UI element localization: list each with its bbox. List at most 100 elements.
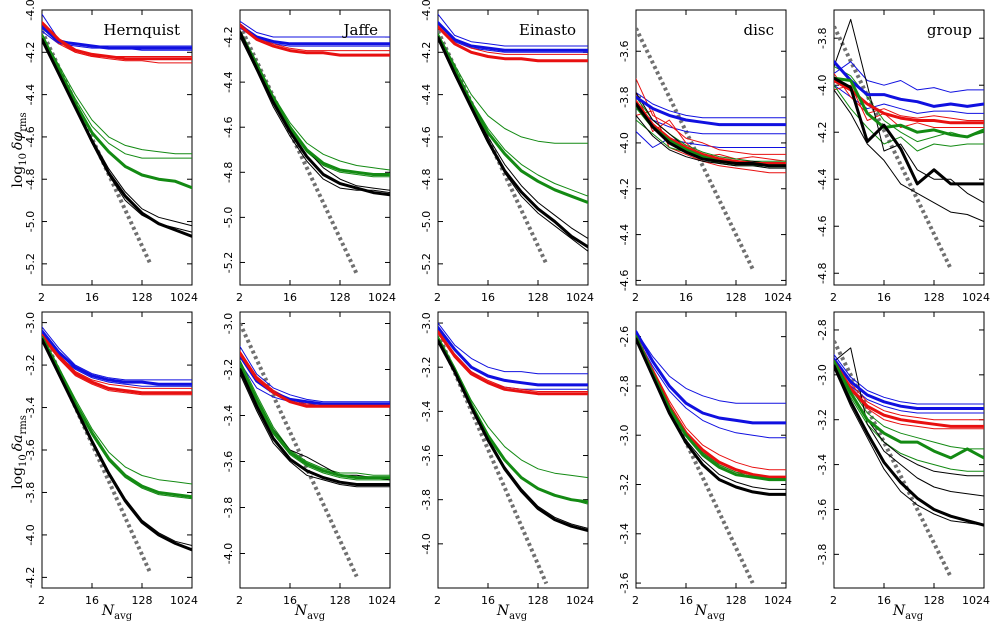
x-tick-label: 16: [283, 594, 297, 607]
reference-slope-line: [240, 24, 359, 275]
series-group: [438, 322, 588, 585]
x-tick-label: 128: [924, 291, 945, 304]
y-tick-label: -3.0: [24, 312, 37, 333]
y-tick-label: -3.0: [420, 312, 433, 333]
x-tick-label: 1024: [764, 291, 792, 304]
x-tick-label: 1024: [368, 291, 396, 304]
y-tick-label: -3.8: [222, 497, 235, 518]
x-tick-label: 2: [830, 594, 837, 607]
red-thin-series-line: [636, 92, 786, 162]
red-thin-series-line: [834, 363, 984, 430]
panel-title: Jaffe: [342, 21, 379, 39]
panel-4: -3.6 -3.8 -4.0 -4.2 -4.4 -4.62 16 128 1024 disc: [618, 9, 792, 304]
x-tick-label: 128: [132, 594, 153, 607]
black-thin-series-line: [438, 34, 588, 239]
x-tick-label: 2: [632, 594, 639, 607]
plot-frame: [833, 9, 985, 286]
y-tick-label: -4.4: [24, 84, 37, 105]
black-thick-series-line: [42, 338, 192, 552]
black-thick-series-line: [636, 337, 786, 496]
x-tick-label: 2: [830, 291, 837, 304]
y-tick-label: -4.2: [24, 42, 37, 63]
panel-6: -3.0 -3.2 -3.4 -3.6 -3.8 -4.0 -4.22 16 128 1024: [24, 311, 198, 607]
y-tick-label: -3.2: [24, 354, 37, 375]
red-thick-series-line: [834, 359, 984, 428]
blue-thick-series-line: [42, 329, 192, 386]
x-tick-label: 16: [679, 291, 693, 304]
reference-slope-line: [240, 322, 359, 578]
y-tick-label: -4.2: [816, 121, 829, 142]
black-thick-series-line: [240, 368, 390, 486]
y-tick-label: -4.8: [420, 168, 433, 189]
y-tick-label: -2.6: [618, 326, 631, 347]
black-thin-series-line: [834, 367, 984, 526]
black-thin-series-line: [834, 347, 984, 497]
green-thin-series-line: [42, 34, 192, 155]
panel-title: group: [927, 21, 972, 39]
x-tick-label: 2: [236, 291, 243, 304]
y-tick-label: -3.6: [420, 445, 433, 466]
red-thin-series-line: [834, 73, 984, 121]
red-thin-series-line: [834, 358, 984, 421]
x-tick-label: 2: [38, 594, 45, 607]
x-tick-label: 16: [481, 594, 495, 607]
blue-thick-series-line: [438, 21, 588, 52]
y-tick-label: -4.2: [24, 567, 37, 588]
x-tick-label: 2: [434, 594, 441, 607]
y-tick-label: -5.0: [222, 207, 235, 228]
y-tick-label: -5.2: [420, 253, 433, 274]
y-tick-label: -3.8: [24, 482, 37, 503]
y-tick-label: -4.4: [816, 168, 829, 189]
panel-2: -4.2 -4.4 -4.6 -4.8 -5.0 -5.2 2 16 128 1024 Jaffe: [222, 9, 396, 304]
y-tick-label: -3.2: [618, 474, 631, 495]
blue-thin-series-line: [834, 61, 984, 93]
black-thick-series-line: [834, 76, 984, 186]
red-thin-series-line: [834, 84, 984, 128]
green-thick-series-line: [834, 76, 984, 139]
green-thin-series-line: [42, 34, 192, 159]
blue-thick-series-line: [636, 330, 786, 425]
blue-thin-series-line: [636, 336, 786, 439]
blue-thick-series-line: [240, 354, 390, 406]
y-tick-label: -4.8: [816, 263, 829, 284]
panel-3: -4.0 -4.2 -4.4 -4.6 -4.8 -5.0 -5.2 2 16 128 1024 Ei…: [420, 0, 594, 304]
y-tick-label: -4.6: [618, 270, 631, 291]
blue-thick-series-line: [834, 60, 984, 108]
y-tick-label: -3.4: [24, 397, 37, 418]
red-thin-series-line: [438, 329, 588, 392]
y-tick-label: -4.0: [420, 533, 433, 554]
panel-10: -2.8 -3.0 -3.2 -3.4 -3.6 -3.8 2 16 128 1024: [816, 311, 990, 607]
y-tick-label: -4.6: [222, 116, 235, 137]
red-thin-series-line: [636, 110, 786, 174]
x-tick-label: 16: [877, 594, 891, 607]
series-group: [636, 330, 786, 584]
x-tick-label: 16: [85, 291, 99, 304]
x-tick-label: 1024: [962, 594, 990, 607]
black-thick-series-line: [438, 339, 588, 533]
y-tick-label: -3.4: [816, 454, 829, 475]
y-tick-label: -3.4: [420, 401, 433, 422]
blue-thick-series-line: [438, 326, 588, 387]
x-tick-label: 1024: [170, 594, 198, 607]
black-thick-series-line: [438, 36, 588, 249]
black-thin-series-line: [438, 39, 588, 252]
red-thin-series-line: [42, 22, 192, 64]
x-tick-label: 1024: [566, 291, 594, 304]
red-thick-series-line: [636, 335, 786, 479]
plot-frame: [239, 9, 391, 286]
black-thin-series-line: [438, 338, 588, 529]
black-thick-series-line: [636, 102, 786, 168]
y-axis-label-bottom: log10δarms: [10, 415, 29, 489]
y-tick-label: -3.0: [222, 313, 235, 334]
x-tick-label: 128: [924, 594, 945, 607]
plot-frame: [635, 311, 787, 589]
blue-thick-series-line: [240, 24, 390, 46]
x-axis-label-3: Navg: [496, 603, 528, 622]
y-axis-label-top: log10δφrms: [10, 112, 29, 187]
x-tick-label: 128: [528, 594, 549, 607]
y-tick-label: -4.6: [816, 216, 829, 237]
blue-thin-series-line: [42, 326, 192, 381]
green-thick-series-line: [438, 33, 588, 204]
y-tick-label: -4.0: [420, 0, 433, 21]
